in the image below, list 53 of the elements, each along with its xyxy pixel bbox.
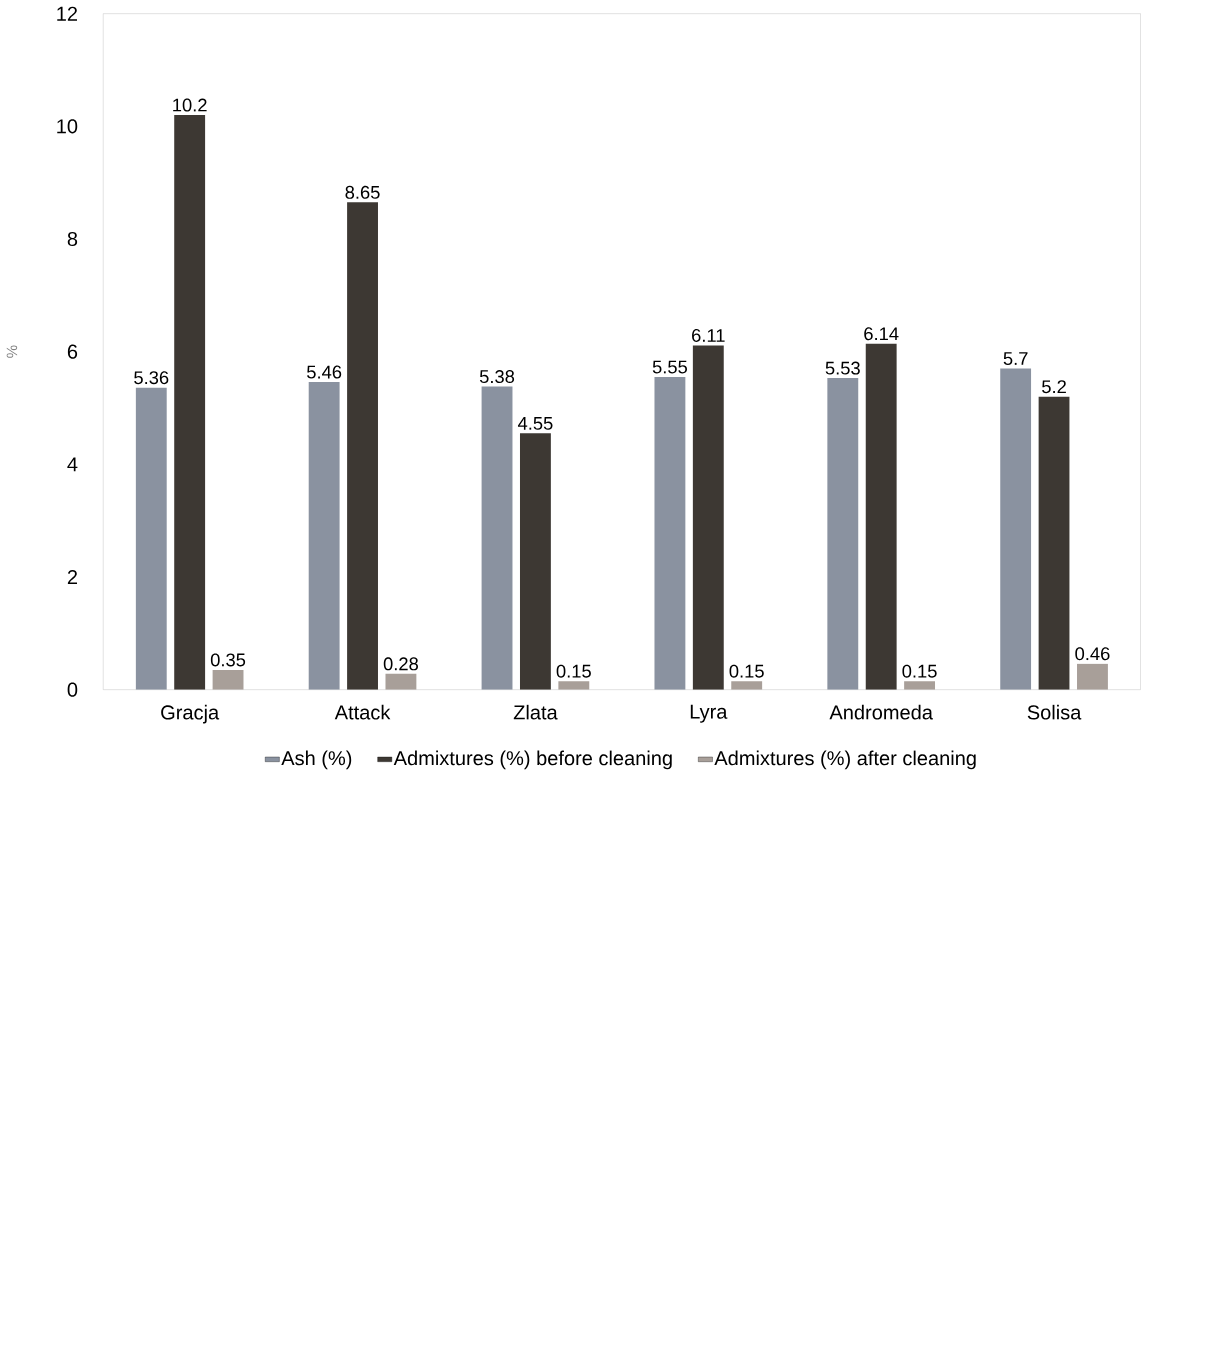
- legend-label: Ash (%): [281, 750, 352, 770]
- bar: [731, 681, 762, 690]
- data-label: 5.55: [652, 360, 687, 374]
- legend-label: Admixtures (%) before cleaning: [393, 750, 672, 770]
- x-tick-label: Lyra: [690, 704, 728, 723]
- data-label: 8.65: [345, 185, 380, 199]
- y-tick-label: 2: [67, 569, 77, 584]
- x-tick-label: Gracja: [161, 704, 219, 724]
- bar: [308, 382, 340, 690]
- y-tick-label: 8: [67, 231, 77, 247]
- bar: [654, 377, 686, 690]
- y-tick-label: 0: [67, 682, 78, 697]
- data-label: 10.2: [173, 98, 207, 112]
- bar: [346, 202, 378, 690]
- data-label: 5.7: [1003, 352, 1028, 366]
- data-label: 0.15: [729, 664, 764, 678]
- bar: [174, 115, 205, 690]
- bar: [558, 681, 590, 690]
- y-tick-label: 6: [67, 344, 77, 359]
- data-label: 0.15: [556, 664, 591, 678]
- data-label: 5.46: [306, 365, 342, 379]
- bar: [212, 669, 244, 690]
- x-tick-label: Solisa: [1027, 704, 1082, 720]
- data-label: 6.14: [864, 327, 899, 341]
- bar: [519, 433, 551, 690]
- bar: [481, 386, 513, 690]
- x-tick-label: Zlata: [513, 704, 558, 720]
- legend-label: Admixtures (%) after cleaning: [714, 750, 976, 770]
- x-tick-label: Andromeda: [829, 704, 933, 720]
- y-tick-label: 4: [67, 457, 78, 472]
- y-axis-title: %: [6, 345, 18, 358]
- bar: [1000, 368, 1031, 690]
- data-label: 5.2: [1041, 380, 1066, 394]
- bar: [1038, 396, 1070, 690]
- bar: [827, 378, 859, 690]
- x-tick-label: Attack: [334, 704, 391, 720]
- data-label: 0.46: [1075, 647, 1110, 661]
- data-label: 6.11: [691, 328, 725, 342]
- data-label: 5.36: [133, 371, 169, 385]
- bar: [865, 343, 897, 690]
- bar: [1076, 663, 1108, 690]
- y-tick-label: 10: [57, 119, 78, 134]
- data-label: 4.55: [517, 417, 553, 430]
- y-tick-label: 12: [57, 6, 77, 21]
- data-label: 5.38: [479, 370, 514, 384]
- data-label: 0.35: [210, 653, 245, 667]
- data-label: 0.28: [383, 657, 418, 671]
- bar: [385, 673, 417, 690]
- bar: [903, 681, 935, 690]
- data-label: 0.15: [902, 664, 937, 678]
- bar: [692, 345, 724, 690]
- bar: [135, 387, 167, 690]
- data-label: 5.53: [825, 361, 860, 375]
